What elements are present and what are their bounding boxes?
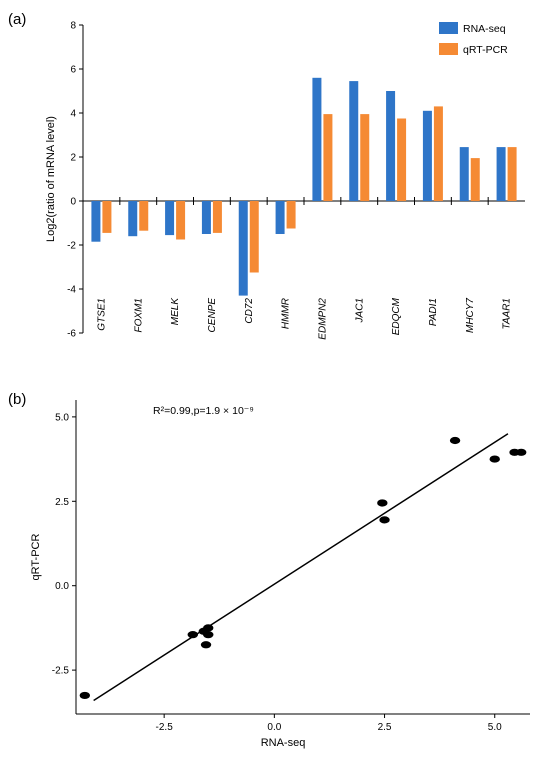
category-label: EDMPN2: [317, 298, 328, 340]
legend-label: qRT-PCR: [463, 44, 508, 56]
category-label: MELK: [170, 297, 181, 326]
bar-qrt-pcr: [507, 147, 517, 201]
category-label: HMMR: [281, 298, 292, 329]
x-tick-label: -2.5: [156, 722, 174, 733]
category-label: CENPE: [207, 298, 218, 333]
bar-rna-seq: [238, 201, 248, 296]
data-point: [379, 516, 390, 524]
legend-label: RNA-seq: [463, 23, 506, 35]
category-label: JAC1: [354, 298, 365, 323]
bar-qrt-pcr: [360, 114, 370, 201]
y-tick-label: 2: [70, 153, 76, 164]
x-tick-label: 0.0: [267, 722, 281, 733]
y-tick-label: 6: [70, 65, 76, 76]
category-label: EDQCM: [391, 297, 402, 335]
x-tick-label: 5.0: [488, 722, 502, 733]
y-tick-label: 5.0: [55, 412, 69, 423]
bar-rna-seq: [459, 147, 469, 201]
regression-annotation: R²=0.99,p=1.9 × 10⁻⁹: [153, 405, 254, 417]
bar-rna-seq: [349, 81, 359, 201]
data-point: [203, 631, 214, 639]
category-label: TAAR1: [502, 298, 513, 330]
y-tick-label: -2: [67, 241, 76, 252]
y-tick-label: 0.0: [55, 581, 69, 592]
y-tick-label: 0: [70, 197, 76, 208]
bar-qrt-pcr: [249, 201, 259, 273]
bar-qrt-pcr: [212, 201, 222, 233]
bar-rna-seq: [422, 110, 432, 201]
data-point: [79, 691, 91, 700]
category-label: FOXM1: [133, 298, 144, 332]
bar-qrt-pcr: [139, 201, 149, 231]
x-tick-label: 2.5: [378, 722, 392, 733]
bar-rna-seq: [91, 201, 101, 242]
bar-qrt-pcr: [470, 158, 480, 201]
scatter-chart: -2.5 0.0 2.5 5.0 -2.5 0.0 2.5 5.0 RNA-seq qRT-PCR…: [30, 400, 530, 749]
data-point: [203, 624, 214, 632]
y-axis-title: Log2(ratio of mRNA level): [45, 116, 57, 242]
bar-rna-seq: [496, 147, 506, 201]
data-point: [200, 641, 212, 649]
data-point: [449, 436, 461, 445]
bar-rna-seq: [275, 201, 285, 234]
data-point: [377, 499, 388, 507]
bar-chart: -6 -4 -2 0 2 4 6 8 Log2(ratio of mRNA level) GTSE…: [45, 21, 525, 340]
bar-rna-seq: [386, 91, 396, 201]
bar-qrt-pcr: [323, 114, 333, 201]
bar-qrt-pcr: [102, 201, 112, 233]
data-point: [489, 455, 500, 463]
bar-rna-seq: [128, 201, 138, 237]
bar-rna-seq: [312, 77, 322, 201]
y-axis-title: qRT-PCR: [30, 534, 42, 581]
x-axis-title: RNA-seq: [261, 737, 306, 749]
legend-swatch: [439, 22, 458, 34]
y-tick-label: 8: [70, 21, 76, 32]
legend-swatch: [439, 43, 458, 55]
bar-rna-seq: [201, 201, 211, 234]
category-label: MHCY7: [465, 298, 476, 333]
bar-qrt-pcr: [397, 118, 407, 201]
category-label: CD72: [244, 298, 255, 324]
y-tick-label: -4: [67, 285, 76, 296]
bar-rna-seq: [165, 201, 175, 236]
panel-a-label: (a): [8, 11, 26, 28]
regression-line: [93, 433, 509, 702]
data-point: [187, 631, 199, 639]
category-label: PADI1: [428, 298, 439, 326]
y-tick-label: -6: [67, 329, 76, 340]
y-tick-label: 2.5: [55, 497, 69, 508]
bar-qrt-pcr: [433, 106, 443, 201]
y-tick-label: -2.5: [52, 666, 70, 677]
bar-qrt-pcr: [176, 201, 186, 240]
bar-qrt-pcr: [286, 201, 296, 229]
category-label: GTSE1: [96, 298, 107, 331]
panel-b-label: (b): [8, 391, 26, 408]
y-tick-label: 4: [70, 109, 76, 120]
data-point: [509, 448, 520, 456]
